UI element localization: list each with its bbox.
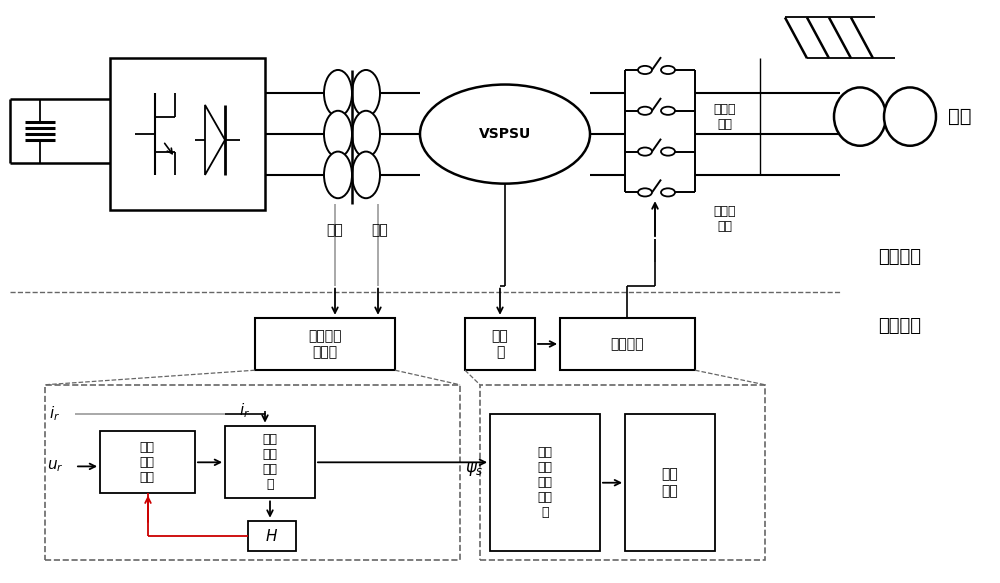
Ellipse shape (884, 87, 936, 146)
Circle shape (638, 147, 652, 156)
Circle shape (638, 188, 652, 196)
Text: $H$: $H$ (265, 528, 279, 544)
Bar (100, 431, 195, 493)
Text: 并网接
触器: 并网接 触器 (714, 103, 736, 131)
Ellipse shape (352, 70, 380, 117)
Ellipse shape (834, 87, 886, 146)
Text: 硬件系统: 硬件系统 (879, 248, 922, 265)
Bar (560, 318, 695, 370)
Text: $u_r$: $u_r$ (47, 459, 63, 474)
Bar (625, 414, 715, 551)
Text: $\psi_s$: $\psi_s$ (465, 461, 483, 478)
Ellipse shape (324, 111, 352, 157)
Circle shape (661, 188, 675, 196)
Bar (225, 426, 315, 498)
Text: 电流: 电流 (372, 223, 388, 237)
Circle shape (661, 66, 675, 74)
Text: $i_r$: $i_r$ (49, 405, 61, 423)
Text: 编码
器: 编码 器 (492, 329, 508, 359)
Text: 速度
检测
与同
期控
制: 速度 检测 与同 期控 制 (538, 446, 552, 519)
Bar (255, 318, 395, 370)
Circle shape (661, 107, 675, 115)
Text: 电压: 电压 (327, 223, 343, 237)
Bar (465, 318, 535, 370)
Bar (110, 58, 265, 210)
Bar (45, 385, 460, 560)
Bar (480, 385, 765, 560)
Circle shape (661, 147, 675, 156)
Text: $i_r$: $i_r$ (239, 402, 251, 420)
Circle shape (638, 107, 652, 115)
Ellipse shape (352, 152, 380, 198)
Text: 短路接
触器: 短路接 触器 (714, 205, 736, 233)
Text: 全阶状态
观测器: 全阶状态 观测器 (308, 329, 342, 359)
Text: 状态
空间
模型: 状态 空间 模型 (140, 441, 154, 484)
Ellipse shape (324, 152, 352, 198)
Text: 并网
投切: 并网 投切 (662, 468, 678, 498)
Text: VSPSU: VSPSU (479, 127, 531, 141)
Bar (490, 414, 600, 551)
Ellipse shape (352, 111, 380, 157)
Text: 投切控制: 投切控制 (610, 337, 644, 351)
Text: 控制策略: 控制策略 (879, 318, 922, 335)
Circle shape (638, 66, 652, 74)
Circle shape (420, 85, 590, 184)
Text: 构建
误差
校正
项: 构建 误差 校正 项 (262, 433, 278, 491)
Text: 电网: 电网 (948, 107, 972, 126)
Bar (248, 521, 296, 551)
Ellipse shape (324, 70, 352, 117)
